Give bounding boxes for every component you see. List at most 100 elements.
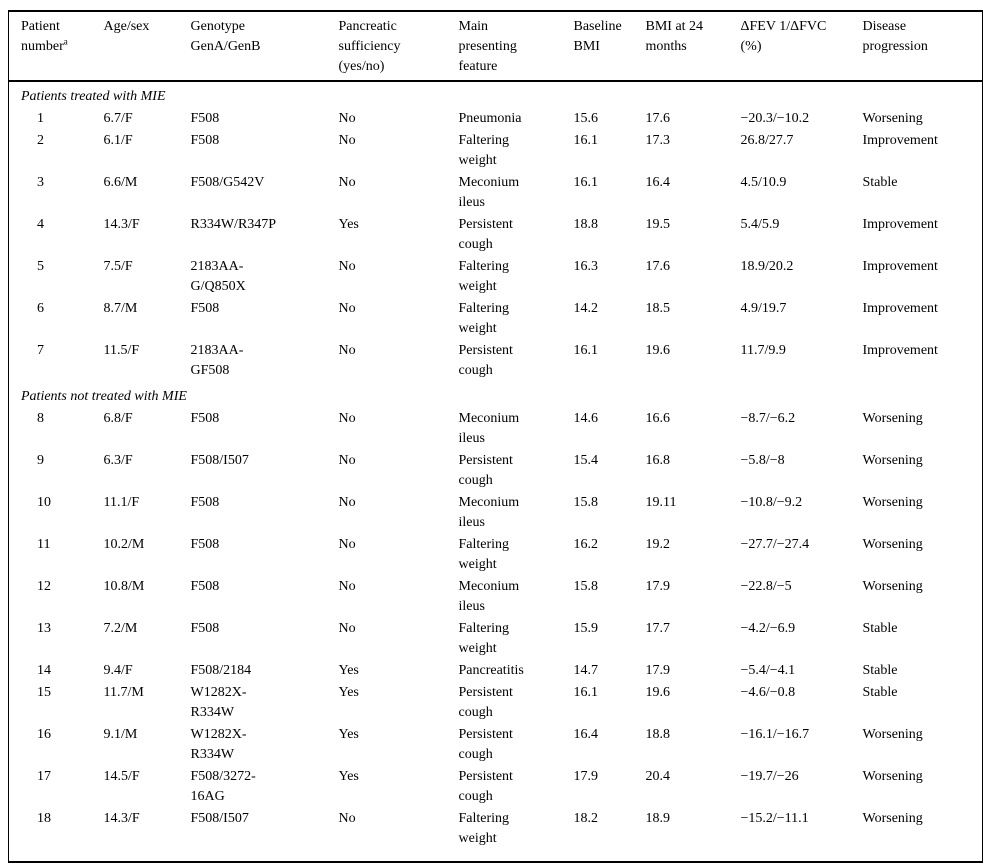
cell-dfev1-dfvc: −19.7/−26 xyxy=(740,769,799,784)
cell-patient-number: 2 xyxy=(37,133,44,148)
cell-pancreatic-sufficiency: No xyxy=(338,811,356,826)
cell-pancreatic-sufficiency: Yes xyxy=(338,727,359,742)
cell-dfev1-dfvc: −5.4/−4.1 xyxy=(740,663,796,678)
cell-patient-number: 1 xyxy=(37,111,44,126)
cell-dfev1-dfvc: 18.9/20.2 xyxy=(740,259,794,274)
cell-genotype: F508 xyxy=(190,111,220,126)
patient-row: 1 6.7/F F508 No Pneumonia 15.6 17.6 −20.3/−10.2… xyxy=(9,108,983,130)
cell-patient-number: 15 xyxy=(37,685,51,700)
cell-baseline-bmi: 14.7 xyxy=(573,663,599,678)
cell-disease-progression: Worsening xyxy=(862,453,923,468)
cell-main-presenting-feature: Meconium ileus xyxy=(458,411,520,446)
cell-age-sex: 14.3/F xyxy=(103,811,140,826)
cell-genotype: W1282X- R334W xyxy=(190,685,247,720)
cell-patient-number: 9 xyxy=(37,453,44,468)
patient-row: 11 10.2/M F508 No Faltering weight 16.2 19.2 −2… xyxy=(9,534,983,576)
cell-baseline-bmi: 15.9 xyxy=(573,621,599,636)
cell-baseline-bmi: 15.4 xyxy=(573,453,599,468)
cell-baseline-bmi: 16.1 xyxy=(573,175,599,190)
patient-row: 10 11.1/F F508 No Meconium ileus 15.8 19.11 −10… xyxy=(9,492,983,534)
cell-disease-progression: Stable xyxy=(862,663,898,678)
cell-age-sex: 10.8/M xyxy=(103,579,145,594)
cell-age-sex: 6.8/F xyxy=(103,411,133,426)
cell-genotype: F508 xyxy=(190,579,220,594)
cell-baseline-bmi: 16.2 xyxy=(573,537,599,552)
cell-disease-progression: Improvement xyxy=(862,301,938,316)
cell-genotype: R334W/R347P xyxy=(190,217,277,232)
cell-disease-progression: Improvement xyxy=(862,217,938,232)
cell-genotype: F508 xyxy=(190,621,220,636)
cell-main-presenting-feature: Persistent cough xyxy=(458,217,513,252)
cell-genotype: F508/I507 xyxy=(190,811,249,826)
cell-pancreatic-sufficiency: Yes xyxy=(338,685,359,700)
cell-genotype: F508 xyxy=(190,537,220,552)
cell-age-sex: 6.1/F xyxy=(103,133,133,148)
cell-dfev1-dfvc: −5.8/−8 xyxy=(740,453,785,468)
cell-bmi-24-months: 16.6 xyxy=(645,411,671,426)
cell-bmi-24-months: 19.6 xyxy=(645,685,671,700)
cell-age-sex: 8.7/M xyxy=(103,301,138,316)
cell-dfev1-dfvc: −16.1/−16.7 xyxy=(740,727,810,742)
cell-pancreatic-sufficiency: No xyxy=(338,133,356,148)
cell-pancreatic-sufficiency: No xyxy=(338,259,356,274)
patient-row: 5 7.5/F 2183AA- G/Q850X No Faltering weight 1… xyxy=(9,256,983,298)
cell-genotype: F508 xyxy=(190,301,220,316)
cell-main-presenting-feature: Meconium ileus xyxy=(458,495,520,530)
column-header-pancreatic-sufficiency: Pancreatic sufficiency (yes/no) xyxy=(326,11,447,82)
cell-bmi-24-months: 17.3 xyxy=(645,133,671,148)
cell-dfev1-dfvc: −8.7/−6.2 xyxy=(740,411,796,426)
cell-bmi-24-months: 16.4 xyxy=(645,175,671,190)
cell-genotype: F508/G542V xyxy=(190,175,265,190)
cell-disease-progression: Worsening xyxy=(862,727,923,742)
cell-age-sex: 14.5/F xyxy=(103,769,140,784)
cell-baseline-bmi: 15.8 xyxy=(573,579,599,594)
cell-pancreatic-sufficiency: No xyxy=(338,453,356,468)
cell-pancreatic-sufficiency: No xyxy=(338,621,356,636)
cell-genotype: F508 xyxy=(190,495,220,510)
patient-row: 8 6.8/F F508 No Meconium ileus 14.6 16.6 −8.7/−… xyxy=(9,408,983,450)
cell-bmi-24-months: 17.6 xyxy=(645,259,671,274)
cell-main-presenting-feature: Meconium ileus xyxy=(458,579,520,614)
cell-bmi-24-months: 17.6 xyxy=(645,111,671,126)
cell-patient-number: 7 xyxy=(37,343,44,358)
cell-main-presenting-feature: Meconium ileus xyxy=(458,175,520,210)
cell-bmi-24-months: 18.9 xyxy=(645,811,671,826)
cell-genotype: F508/3272- 16AG xyxy=(190,769,256,804)
cell-baseline-bmi: 17.9 xyxy=(573,769,599,784)
cell-age-sex: 11.1/F xyxy=(103,495,140,510)
cell-disease-progression: Stable xyxy=(862,685,898,700)
column-header-genotype: Genotype GenA/GenB xyxy=(178,11,327,82)
table-header: Patient numbera Age/sex Genotype GenA/Ge… xyxy=(8,11,983,82)
patient-row: 7 11.5/F 2183AA- GF508 No Persistent cough 16… xyxy=(9,340,983,382)
cell-pancreatic-sufficiency: No xyxy=(338,111,356,126)
cell-dfev1-dfvc: −22.8/−5 xyxy=(740,579,792,594)
cell-age-sex: 6.7/F xyxy=(103,111,133,126)
cell-pancreatic-sufficiency: No xyxy=(338,175,356,190)
cell-baseline-bmi: 16.1 xyxy=(573,343,599,358)
cell-bmi-24-months: 17.9 xyxy=(645,663,671,678)
cell-disease-progression: Stable xyxy=(862,621,898,636)
patient-row: 17 14.5/F F508/3272- 16AG Yes Persistent cou… xyxy=(9,766,983,808)
cell-pancreatic-sufficiency: Yes xyxy=(338,663,359,678)
cell-bmi-24-months: 18.8 xyxy=(645,727,671,742)
cell-main-presenting-feature: Faltering weight xyxy=(458,811,510,846)
patient-row: 18 14.3/F F508/I507 No Faltering weight 18.2 1… xyxy=(9,808,983,862)
cell-dfev1-dfvc: −4.2/−6.9 xyxy=(740,621,796,636)
cell-dfev1-dfvc: 26.8/27.7 xyxy=(740,133,794,148)
cell-patient-number: 16 xyxy=(37,727,51,742)
cell-patient-number: 11 xyxy=(37,537,51,552)
cell-age-sex: 14.3/F xyxy=(103,217,140,232)
cell-bmi-24-months: 19.11 xyxy=(645,495,677,510)
patients-table: Patient numbera Age/sex Genotype GenA/Ge… xyxy=(8,10,983,863)
cell-bmi-24-months: 18.5 xyxy=(645,301,671,316)
patient-row: 9 6.3/F F508/I507 No Persistent cough 15.4 16.… xyxy=(9,450,983,492)
patient-row: 12 10.8/M F508 No Meconium ileus 15.8 17.9 −22.… xyxy=(9,576,983,618)
cell-pancreatic-sufficiency: No xyxy=(338,301,356,316)
cell-disease-progression: Worsening xyxy=(862,411,923,426)
cell-main-presenting-feature: Persistent cough xyxy=(458,685,513,720)
cell-disease-progression: Worsening xyxy=(862,111,923,126)
cell-patient-number: 4 xyxy=(37,217,44,232)
cell-patient-number: 8 xyxy=(37,411,44,426)
cell-genotype: W1282X- R334W xyxy=(190,727,247,762)
cell-bmi-24-months: 16.8 xyxy=(645,453,671,468)
